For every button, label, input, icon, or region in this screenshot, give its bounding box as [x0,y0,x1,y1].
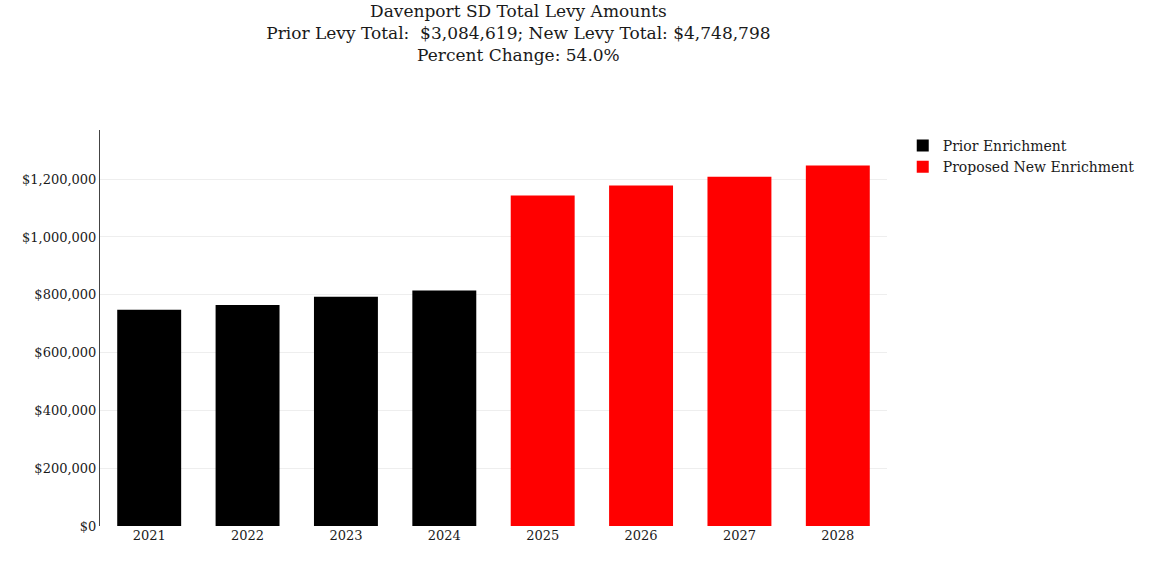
svg-text:$800,000: $800,000 [34,287,96,302]
svg-text:$600,000: $600,000 [34,345,96,360]
svg-text:2023: 2023 [329,528,362,543]
svg-text:2021: 2021 [133,528,166,543]
svg-text:2028: 2028 [821,528,854,543]
svg-text:2024: 2024 [428,528,461,543]
svg-text:Proposed New Enrichment: Proposed New Enrichment [943,159,1135,175]
svg-text:$200,000: $200,000 [34,461,96,476]
svg-text:2027: 2027 [723,528,756,543]
svg-text:2022: 2022 [231,528,264,543]
svg-text:2026: 2026 [625,528,658,543]
svg-text:$1,200,000: $1,200,000 [22,172,96,187]
svg-text:2025: 2025 [526,528,559,543]
svg-text:$0: $0 [80,519,97,534]
svg-text:Prior Enrichment: Prior Enrichment [943,138,1067,154]
svg-text:$1,000,000: $1,000,000 [22,230,96,245]
svg-text:Davenport SD Total Levy Amount: Davenport SD Total Levy AmountsPrior Lev… [266,1,770,65]
svg-text:$400,000: $400,000 [34,403,96,418]
